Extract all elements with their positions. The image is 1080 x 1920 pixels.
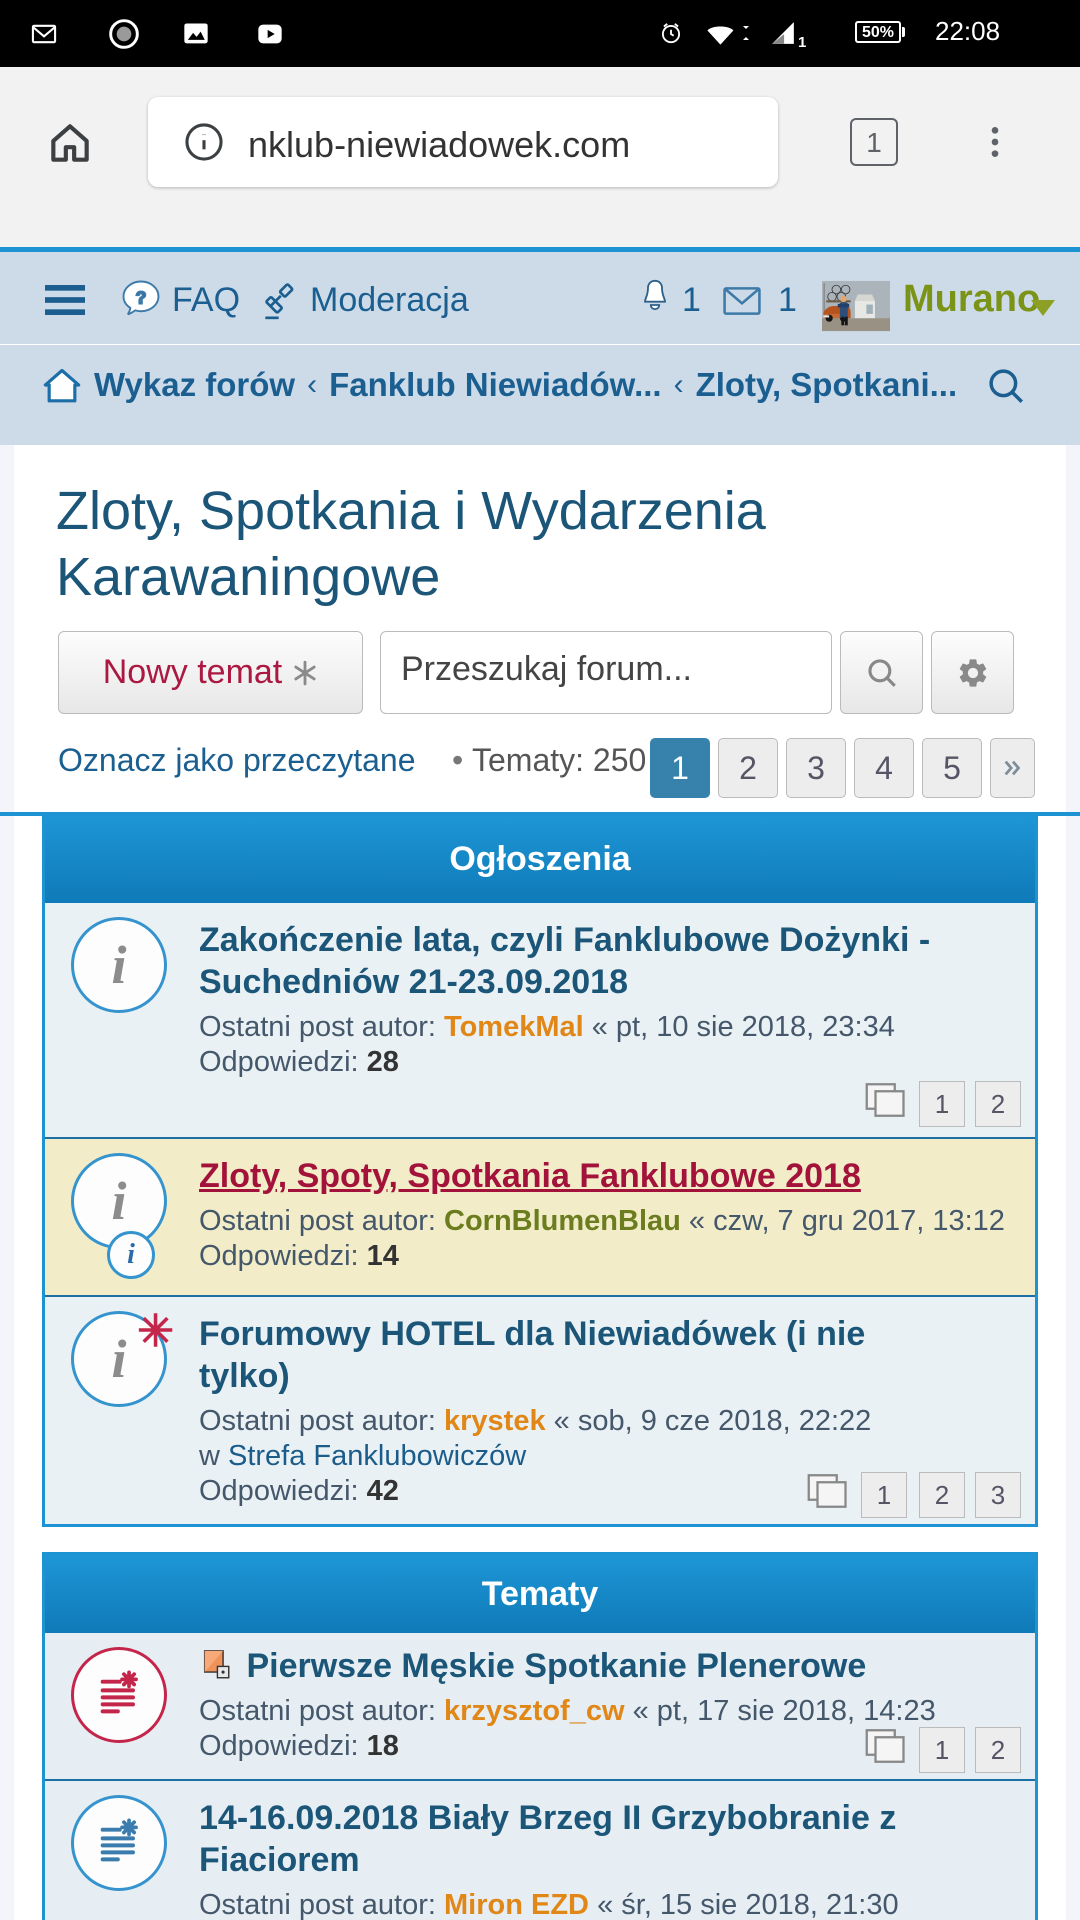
- svg-text:?: ?: [136, 287, 147, 307]
